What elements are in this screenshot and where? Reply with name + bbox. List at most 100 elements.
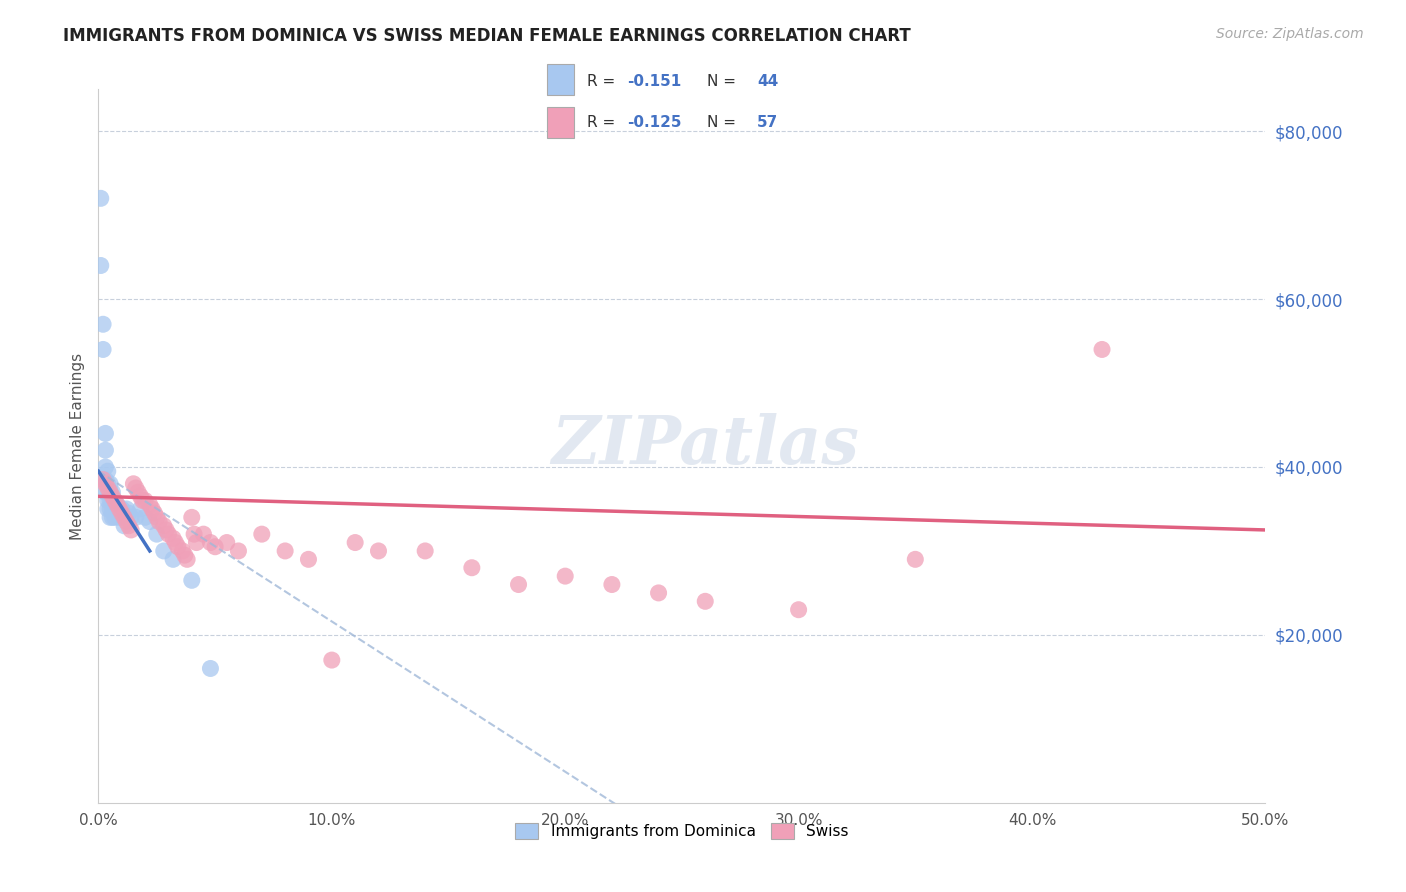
Point (122, 476, 145, 491)
Point (91, 318, 114, 332)
Point (344, 535, 367, 549)
Point (176, 552, 198, 566)
Point (94, 460, 117, 475)
Point (97, 476, 120, 491)
Point (152, 518, 174, 533)
FancyBboxPatch shape (547, 64, 575, 95)
Point (904, 552, 927, 566)
Point (125, 481, 148, 495)
Point (508, 577, 530, 591)
Point (200, 535, 222, 549)
Point (118, 518, 141, 533)
Point (134, 493, 156, 508)
Point (554, 569, 576, 583)
Point (141, 502, 163, 516)
Point (118, 506, 141, 520)
Point (111, 502, 134, 516)
FancyBboxPatch shape (547, 107, 575, 138)
Point (97, 493, 120, 508)
Point (180, 574, 202, 588)
Text: R =: R = (586, 74, 620, 88)
Point (108, 502, 131, 516)
Point (115, 502, 138, 516)
Point (104, 493, 127, 508)
Point (94, 476, 117, 491)
Point (172, 544, 194, 558)
Point (132, 493, 155, 508)
Point (108, 502, 131, 516)
Point (111, 506, 134, 520)
Point (166, 540, 188, 554)
Point (162, 532, 184, 546)
Point (101, 493, 124, 508)
Text: IMMIGRANTS FROM DOMINICA VS SWISS MEDIAN FEMALE EARNINGS CORRELATION CHART: IMMIGRANTS FROM DOMINICA VS SWISS MEDIAN… (63, 27, 911, 45)
Point (600, 577, 623, 591)
Point (105, 498, 128, 512)
Point (228, 544, 250, 558)
Point (97, 502, 120, 516)
Point (91, 473, 114, 487)
Point (321, 653, 343, 667)
Point (155, 523, 177, 537)
Point (165, 535, 187, 549)
Point (104, 493, 127, 508)
Point (139, 498, 162, 512)
Point (146, 527, 169, 541)
Point (120, 523, 142, 537)
Text: R =: R = (586, 115, 620, 129)
Point (91, 343, 114, 357)
Point (94, 473, 117, 487)
Point (105, 498, 128, 512)
Point (129, 489, 152, 503)
Point (97, 464, 120, 478)
Point (139, 515, 162, 529)
Point (120, 510, 142, 524)
Point (98, 485, 121, 500)
Point (1091, 343, 1114, 357)
Point (143, 506, 166, 520)
Point (129, 502, 152, 516)
Point (200, 661, 222, 675)
Point (97, 485, 120, 500)
Text: N =: N = (707, 115, 741, 129)
Point (204, 540, 226, 554)
Point (94, 485, 117, 500)
Point (193, 527, 215, 541)
Point (125, 510, 148, 524)
Point (94, 443, 117, 458)
Point (101, 489, 124, 503)
Point (186, 535, 208, 549)
Point (647, 586, 669, 600)
Text: 57: 57 (756, 115, 779, 129)
Point (134, 510, 156, 524)
Point (90, 191, 112, 205)
Point (274, 544, 297, 558)
Point (98, 485, 121, 500)
Point (98, 476, 121, 491)
Point (90, 259, 112, 273)
Point (461, 560, 484, 574)
Point (787, 603, 810, 617)
Text: -0.151: -0.151 (627, 74, 682, 88)
Point (173, 548, 195, 562)
Point (105, 506, 128, 520)
Point (98, 493, 121, 508)
Point (297, 552, 319, 566)
Point (104, 510, 127, 524)
Point (97, 481, 120, 495)
Text: N =: N = (707, 74, 741, 88)
Point (112, 518, 135, 533)
Point (98, 510, 121, 524)
Point (108, 510, 131, 524)
Y-axis label: Median Female Earnings: Median Female Earnings (69, 352, 84, 540)
Point (183, 527, 205, 541)
Text: Source: ZipAtlas.com: Source: ZipAtlas.com (1216, 27, 1364, 41)
Point (413, 544, 436, 558)
Text: ZIPatlas: ZIPatlas (551, 414, 859, 478)
Point (146, 510, 169, 524)
Point (162, 552, 184, 566)
Point (215, 535, 238, 549)
Point (101, 510, 124, 524)
Text: 44: 44 (756, 74, 779, 88)
Point (127, 485, 149, 500)
